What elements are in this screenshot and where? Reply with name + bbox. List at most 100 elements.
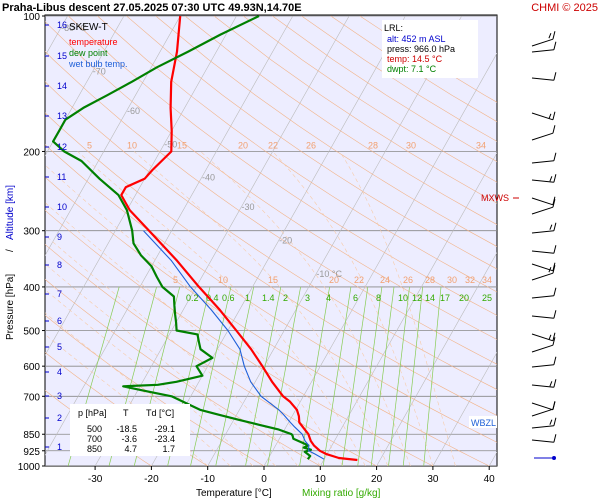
altitude-tick-label: 16 — [57, 20, 67, 30]
isotherm-line — [151, 15, 406, 466]
dry-adiabat-line — [45, 243, 378, 466]
altitude-tick-label: 7 — [57, 289, 62, 299]
surface-wind-dot — [552, 456, 556, 460]
isotherm-line — [0, 16, 11, 466]
moist-adiabat-label: 24 — [380, 275, 390, 285]
dry-adiabat-line — [45, 209, 434, 466]
wind-barb-flag — [552, 111, 556, 120]
altitude-tick-label: 13 — [57, 111, 67, 121]
wind-barb-flag — [552, 332, 556, 341]
legend-temperature: temperature — [69, 37, 118, 47]
wind-barb-flag — [553, 356, 557, 365]
wind-barb — [531, 310, 557, 319]
wind-barb-staff — [531, 315, 554, 319]
dry-adiabat-line — [184, 15, 497, 225]
dry-adiabat-line — [45, 50, 497, 365]
wind-barb-flag — [548, 334, 552, 340]
x2-axis-label: Mixing ratio [g/kg] — [302, 488, 381, 499]
moist-adiabat-line — [45, 289, 253, 466]
dry-adiabat-line — [213, 15, 497, 204]
altitude-tick-label: 9 — [57, 232, 62, 242]
wind-barb — [531, 174, 557, 183]
mixing-ratio-label: 1 — [245, 293, 250, 303]
mixing-ratio-line — [423, 286, 442, 466]
moist-adiabat-label: 30 — [447, 275, 457, 285]
isotherm-line — [45, 15, 237, 356]
moist-adiabat-label: 15 — [268, 275, 278, 285]
table-header-t: T — [123, 408, 129, 418]
lrl-temperature: temp: 14.5 °C — [387, 54, 443, 64]
dry-adiabat-line — [97, 15, 497, 293]
wind-barb-staff — [531, 179, 554, 183]
lrl-altitude: alt: 452 m ASL — [387, 34, 446, 44]
series-dew-point-line — [51, 15, 312, 460]
mixing-ratio-line — [341, 286, 369, 466]
series-wet-bulb-temp-line — [143, 230, 325, 460]
grid-line-labels: -80 °C-70-60-50-40-30-20-10 °C5 10 15 20 22 2… — [61, 23, 492, 303]
lrl-pressure: press: 966.0 hPa — [387, 44, 455, 54]
pressure-tick-label: 500 — [23, 327, 40, 338]
table-row-700-td: -23.4 — [154, 434, 175, 444]
wind-barb-flag — [549, 419, 553, 425]
isotherm-label: -30 — [242, 202, 255, 212]
pressure-tick-label: 700 — [23, 392, 40, 403]
dry-adiabat-line — [126, 15, 497, 270]
isotherm-label: -60 — [127, 106, 140, 116]
mixing-ratio-label: 25 — [482, 293, 492, 303]
summary-table: p [hPa] T Td [°C] 500 -18.5 -29.1 700 -3… — [70, 404, 190, 456]
wind-barb — [531, 401, 556, 417]
wind-barb-staff — [531, 384, 554, 388]
wind-barb-flag — [549, 224, 553, 230]
wind-barb-flag — [553, 245, 557, 254]
moist-adiabat-label: 10 — [218, 275, 228, 285]
pressure-tick-label: 1000 — [18, 462, 41, 473]
altitude-tick-label: 6 — [57, 316, 62, 326]
series-temperature-line — [120, 15, 358, 462]
wind-barb-flag — [552, 199, 556, 208]
mixing-ratio-label: 0.6 — [222, 293, 235, 303]
dry-adiabat-label: 15 — [177, 140, 187, 150]
isotherm-line — [94, 15, 350, 466]
mxws-label: MXWS — [481, 193, 509, 203]
dry-adiabat-line — [45, 278, 321, 466]
mixing-ratio-label: 6 — [353, 293, 358, 303]
table-header-td: Td [°C] — [146, 408, 174, 418]
wind-barb-staff — [531, 364, 554, 368]
wind-barb — [531, 434, 557, 443]
wind-barb-flag — [548, 267, 552, 273]
moist-adiabat-line — [77, 151, 366, 466]
wind-barb — [531, 332, 556, 342]
wind-barb-staff — [531, 230, 554, 234]
altitude-tick-label: 8 — [57, 260, 62, 270]
moist-adiabat-line — [45, 263, 276, 466]
wind-barb-flag — [553, 379, 557, 388]
summary-table-background — [70, 404, 190, 456]
altitude-tick-label: 11 — [57, 172, 66, 182]
dry-adiabat-line — [45, 81, 497, 390]
dry-adiabat-label: 22 — [268, 140, 278, 150]
wind-barb-flag — [552, 401, 556, 410]
wind-barb-staff — [531, 425, 554, 429]
wind-barb — [531, 417, 557, 429]
altitude-tick-label: 15 — [57, 51, 67, 61]
dry-adiabat-label: 5 — [87, 140, 92, 150]
wind-barbs-column — [531, 31, 557, 460]
x-tick-label: 30 — [427, 474, 439, 485]
table-row-700-t: -3.6 — [121, 434, 137, 444]
dry-adiabat-label: 30 — [406, 140, 416, 150]
legend-wet-bulb: wet bulb temp. — [68, 59, 128, 69]
isotherm-line — [45, 15, 294, 456]
plot-area — [44, 14, 498, 467]
wind-barb-flag — [552, 265, 556, 274]
mixing-ratio-line — [245, 286, 282, 466]
lrl-title: LRL: — [384, 23, 403, 33]
mixing-ratio-label: 0.4 — [206, 293, 219, 303]
isotherm-line — [45, 15, 181, 257]
wind-barb-flag — [553, 72, 557, 81]
mixing-ratio-label: 0.2 — [186, 293, 199, 303]
wind-barb-staff — [531, 206, 554, 215]
mixing-ratio-label: 17 — [440, 293, 450, 303]
wind-barb-flag — [549, 176, 553, 182]
isotherm-line — [488, 451, 497, 466]
wind-barb-flag — [552, 31, 556, 40]
